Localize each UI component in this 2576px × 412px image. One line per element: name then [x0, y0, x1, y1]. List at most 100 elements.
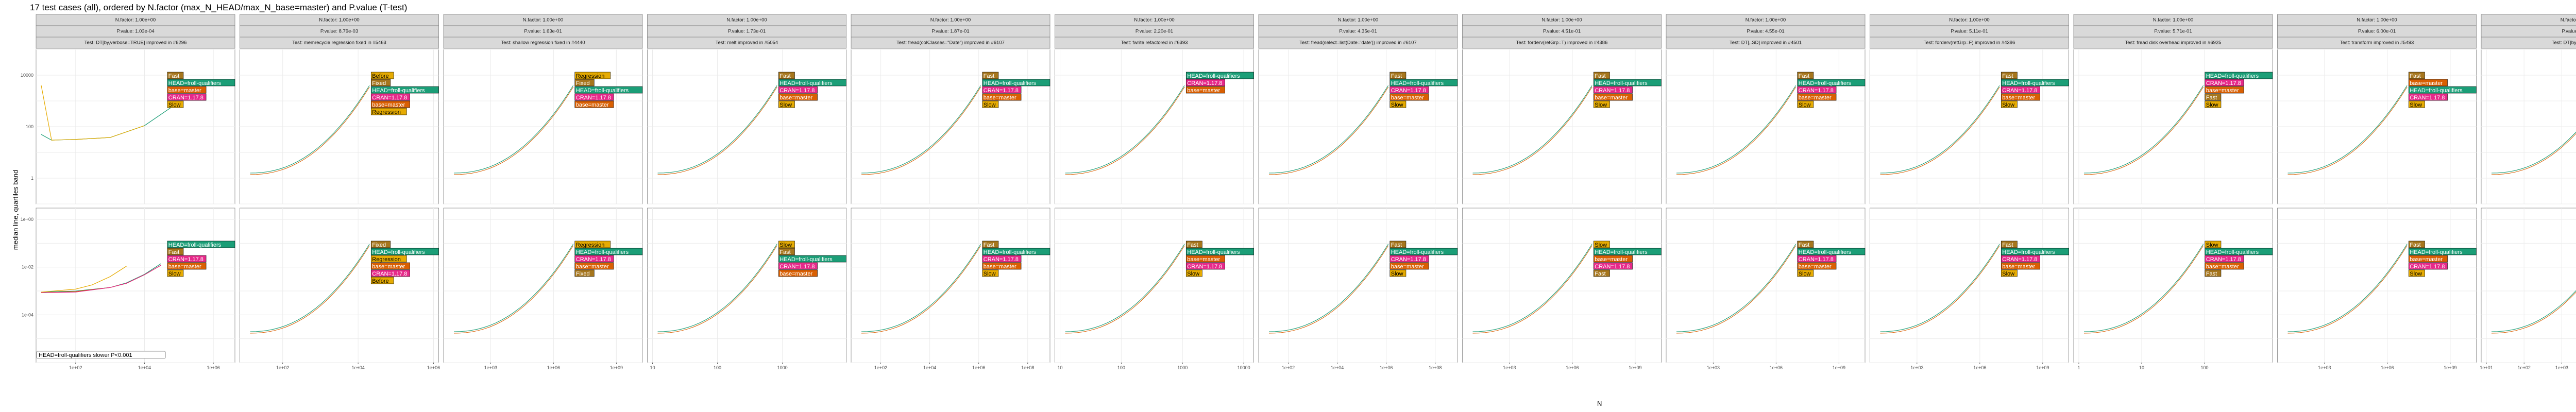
pvalue-label: P.value: 1.03e-04 [116, 29, 154, 35]
direct-label-bg [167, 269, 184, 277]
direct-label-text: HEAD=froll-qualifiers [1391, 80, 1444, 87]
direct-label: HEAD=froll-qualifiers [2205, 248, 2273, 255]
panel-strip: Test: forderv(retGrp=F) improved in #438… [1870, 37, 2069, 49]
direct-label-bg [2408, 262, 2448, 270]
direct-label: base=master [982, 262, 1022, 270]
direct-label-text: HEAD=froll-qualifiers [168, 80, 222, 87]
direct-label-bg [778, 86, 818, 94]
panel-strip: N.factor: 1.00e+00 [647, 14, 846, 26]
direct-label-bg [167, 262, 207, 270]
direct-label-text: base=master [2410, 80, 2443, 87]
direct-label-bg [1389, 86, 1429, 94]
series-line [1065, 245, 1185, 334]
direct-label-bg [1593, 269, 1610, 277]
test-label: Test: DT[by,verbose=TRUE] improved in #6… [84, 40, 187, 46]
direct-label: base=master [574, 100, 614, 108]
direct-label-text: CRAN=1.17.8 [2206, 256, 2241, 263]
nfactor-label: N.factor: 1.00e+00 [523, 18, 563, 23]
nfactor-label: N.factor: 1.00e+00 [1338, 18, 1378, 23]
x-tick-label: 1e+03 [1503, 365, 1516, 370]
y-tick-label: 1e-02 [22, 265, 33, 270]
series-line [1472, 87, 1592, 175]
direct-label: Fast [2205, 93, 2222, 101]
direct-label-text: Slow [1799, 102, 1811, 108]
strip-bg [240, 37, 439, 49]
direct-label: Slow [1185, 269, 1202, 277]
direct-label-bg [370, 79, 391, 87]
x-tick-label: 1e+06 [2381, 365, 2394, 370]
direct-label-text: Slow [1187, 271, 1199, 277]
direct-label-text: base=master [1391, 95, 1424, 101]
direct-label-text: Regression [372, 109, 401, 115]
x-tick-label: 1e+03 [1910, 365, 1923, 370]
series-line [1676, 245, 1797, 334]
direct-label-bg [778, 248, 795, 255]
direct-label-text: base=master [576, 102, 609, 108]
direct-label-text: base=master [372, 102, 405, 108]
direct-label: base=master [2001, 262, 2040, 270]
panel-strip: N.factor: 1.00e+00 [851, 14, 1050, 26]
direct-label-text: Slow [2002, 102, 2014, 108]
series-line [1880, 244, 2000, 332]
x-tick-label: 1e+09 [1629, 365, 1641, 370]
panel-12: N.factor: 1.00e+00 P.value: 6.00e-01 Test:… [2277, 14, 2477, 370]
test-label: Test: fread(colClasses="Date") improved … [896, 40, 1005, 46]
direct-label-text: Fast [1391, 73, 1402, 79]
direct-label-text: CRAN=1.17.8 [576, 256, 611, 263]
direct-label-bg [1593, 241, 1610, 248]
direct-label-bg [574, 255, 614, 263]
direct-label: Fast [1185, 241, 1202, 248]
x-tick-label: 1e+04 [138, 365, 151, 370]
strip-bg [443, 37, 643, 49]
direct-label: base=master [778, 269, 818, 277]
direct-label: HEAD=froll-qualifiers [1593, 248, 1662, 255]
direct-label: Fast [2001, 72, 2018, 79]
direct-label: Slow [982, 100, 999, 108]
panel-strip: P.value: 6.00e-01 [2277, 25, 2477, 38]
x-tick-label: 1 [2077, 365, 2080, 370]
x-tick-label: 1e+08 [1429, 365, 1442, 370]
direct-label-bg [1185, 269, 1202, 277]
direct-label-text: base=master [2206, 264, 2239, 270]
direct-label-text: Slow [1391, 271, 1403, 277]
x-tick-label: 1e+06 [547, 365, 560, 370]
direct-label: CRAN=1.17.8 [1389, 86, 1429, 94]
direct-label: Regression [574, 241, 611, 248]
direct-label-text: Fast [1799, 73, 1809, 79]
direct-label-bg [1797, 241, 1814, 248]
direct-label-bg [2001, 100, 2018, 108]
panel-10: N.factor: 1.00e+00 P.value: 5.11e-01 Test:… [1870, 14, 2069, 370]
direct-label: CRAN=1.17.8 [1185, 79, 1225, 87]
direct-label-bg [1593, 262, 1633, 270]
panel-strip: P.value: 4.55e-01 [1666, 25, 1866, 38]
direct-label: Fixed [574, 79, 595, 87]
x-tick-label: 10000 [1238, 365, 1250, 370]
panel-strip: Test: DT[by] fixed in #4558 [2481, 37, 2576, 49]
direct-label-text: HEAD=froll-qualifiers [2410, 249, 2463, 255]
direct-label: base=master [370, 100, 410, 108]
direct-label-text: base=master [168, 264, 201, 270]
direct-label: CRAN=1.17.8 [982, 86, 1022, 94]
chart-title: 17 test cases (all), ordered by N.factor… [30, 3, 408, 12]
series-line [861, 245, 981, 334]
direct-label: base=master [370, 262, 410, 270]
direct-label-text: Slow [1595, 242, 1607, 248]
direct-label: CRAN=1.17.8 [2001, 86, 2040, 94]
panel-strip: P.value: 1.73e-01 [647, 25, 846, 38]
x-tick-label: 1e+06 [207, 365, 219, 370]
panel-strip: N.factor: 1.00e+00 [443, 14, 643, 26]
panel-strip: N.factor: 1.00e+00 [1258, 14, 1458, 26]
series-line [453, 245, 574, 334]
x-tick-label: 1e+02 [276, 365, 289, 370]
direct-label: CRAN=1.17.8 [778, 262, 818, 270]
series-line [250, 244, 370, 332]
pvalue-label: P.value: 6.10e-01 [2562, 29, 2576, 35]
direct-label-bg [1593, 100, 1610, 108]
direct-label-bg [1593, 72, 1610, 79]
direct-label-bg [370, 255, 407, 263]
direct-label: HEAD=froll-qualifiers [370, 248, 439, 255]
direct-label: HEAD=froll-qualifiers [574, 86, 643, 94]
direct-label-text: base=master [1799, 95, 1832, 101]
direct-label: base=master [1593, 255, 1633, 263]
